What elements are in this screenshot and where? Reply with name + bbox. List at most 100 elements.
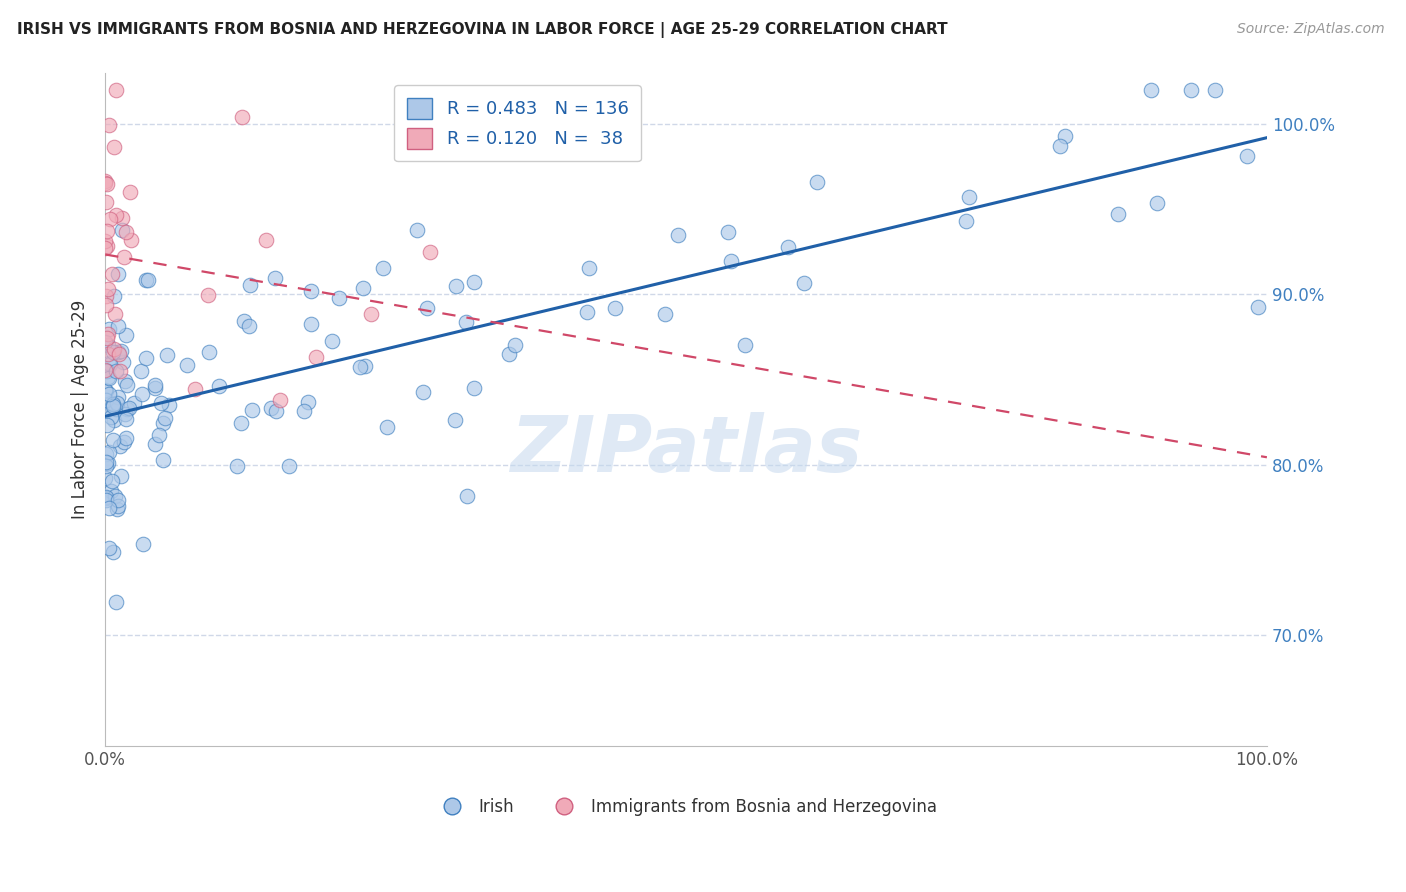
Point [105,501,128,516]
Point [131,387,153,401]
Point [463,381,485,395]
Point [299,317,322,331]
Point [103,397,125,411]
Point [97,445,120,459]
Point [231,416,253,430]
Point [96,288,118,302]
Point [105,364,128,378]
Point [1146,195,1168,210]
Point [444,278,467,293]
Point [197,287,219,301]
Point [96,239,118,253]
Point [136,273,159,287]
Point [108,439,131,453]
Point [135,273,157,287]
Point [416,301,439,316]
Point [238,319,260,334]
Point [94,447,117,461]
Point [96,417,118,432]
Point [157,399,180,413]
Point [505,338,527,352]
Point [239,278,262,293]
Point [352,281,374,295]
Point [717,225,740,239]
Point [152,416,174,430]
Point [97,501,120,516]
Point [1204,83,1226,97]
Point [101,345,124,359]
Point [98,541,121,555]
Text: Source: ZipAtlas.com: Source: ZipAtlas.com [1237,22,1385,37]
Point [94,298,117,312]
Point [266,404,288,418]
Point [94,194,117,209]
Text: IRISH VS IMMIGRANTS FROM BOSNIA AND HERZEGOVINA IN LABOR FORCE | AGE 25-29 CORRE: IRISH VS IMMIGRANTS FROM BOSNIA AND HERZ… [17,22,948,38]
Point [240,402,263,417]
Point [94,176,117,190]
Point [105,396,128,410]
Point [183,382,205,396]
Point [114,374,136,388]
Point [107,499,129,513]
Point [292,404,315,418]
Point [114,407,136,421]
Point [96,491,118,505]
Point [129,364,152,378]
Point [94,471,117,485]
Point [103,433,125,447]
Point [112,355,135,369]
Point [110,364,132,378]
Point [176,358,198,372]
Point [105,401,128,416]
Point [498,347,520,361]
Point [97,456,120,470]
Point [375,419,398,434]
Point [101,400,124,414]
Point [97,370,120,384]
Point [114,412,136,426]
Point [305,351,328,365]
Point [98,321,121,335]
Point [152,453,174,467]
Point [115,378,138,392]
Legend: Irish, Immigrants from Bosnia and Herzegovina: Irish, Immigrants from Bosnia and Herzeg… [429,791,943,822]
Point [94,384,117,398]
Point [371,261,394,276]
Point [208,379,231,393]
Point [111,211,134,226]
Point [153,411,176,425]
Point [1107,207,1129,221]
Point [94,335,117,350]
Point [97,356,120,370]
Point [97,327,120,342]
Point [156,348,179,362]
Point [94,393,117,408]
Point [149,396,172,410]
Point [98,387,121,401]
Point [1236,149,1258,163]
Point [105,595,128,609]
Point [107,345,129,359]
Point [103,400,125,414]
Point [98,371,121,385]
Point [957,190,980,204]
Point [97,337,120,351]
Point [100,484,122,499]
Point [354,359,377,374]
Point [98,211,121,226]
Point [115,225,138,239]
Point [107,347,129,361]
Point [405,223,427,237]
Point [1049,138,1071,153]
Point [121,233,143,247]
Point [112,251,135,265]
Point [94,459,117,474]
Point [454,315,477,329]
Point [776,240,799,254]
Point [734,338,756,352]
Point [254,234,277,248]
Point [111,223,134,237]
Point [349,359,371,374]
Point [299,284,322,298]
Point [94,384,117,398]
